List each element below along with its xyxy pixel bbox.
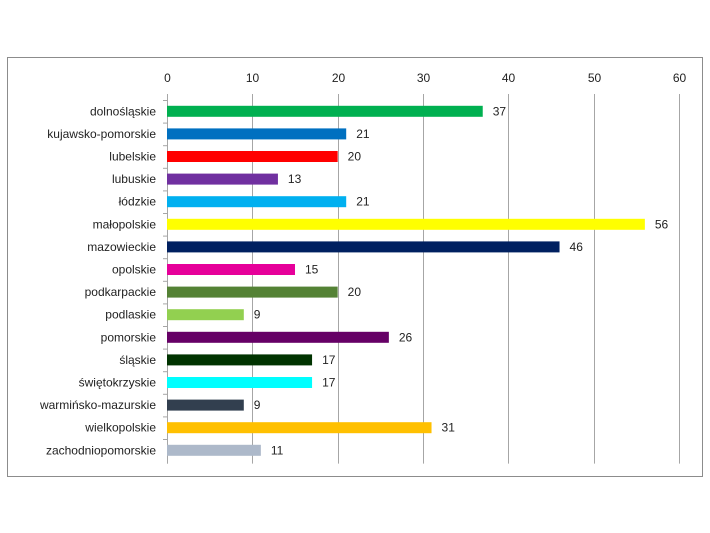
data-label: 21: [356, 127, 370, 141]
data-label: 21: [356, 195, 370, 209]
bar: [167, 286, 338, 298]
data-label: 17: [322, 376, 336, 390]
data-label: 26: [399, 330, 413, 344]
bar: [167, 264, 295, 275]
data-label: 20: [348, 285, 362, 299]
data-label: 13: [288, 172, 302, 186]
category-label: opolskie: [112, 263, 156, 277]
bar: [167, 399, 244, 411]
bar: [167, 444, 261, 456]
data-label: 56: [655, 217, 669, 231]
data-label: 37: [493, 104, 507, 118]
data-label: 9: [254, 398, 261, 412]
x-tick-label: 60: [673, 71, 687, 85]
category-label: świętokrzyskie: [79, 376, 157, 390]
category-label: lubuskie: [112, 172, 156, 186]
category-label: dolnośląskie: [90, 104, 156, 118]
category-label: zachodniopomorskie: [46, 443, 156, 457]
category-label: mazowieckie: [87, 240, 156, 254]
bar: [167, 422, 432, 434]
x-tick-label: 10: [246, 71, 260, 85]
data-label: 9: [254, 308, 261, 322]
category-label: śląskie: [119, 353, 156, 367]
data-label: 31: [442, 421, 456, 435]
category-label: łódzkie: [119, 195, 157, 209]
category-label: małopolskie: [93, 217, 157, 231]
bar: [167, 128, 347, 140]
bars: [167, 105, 645, 456]
x-tick-label: 50: [588, 71, 602, 85]
data-label: 20: [348, 150, 362, 164]
category-label: kujawsko-pomorskie: [47, 127, 156, 141]
chart-frame: 0 10 20 30 40 50 60 dolnośląskie kujawsko-pomor…: [7, 57, 703, 477]
bar-chart: 0 10 20 30 40 50 60 dolnośląskie kujawsko-pomor…: [39, 71, 686, 464]
data-labels: 37 21 20 13 21 56 46 15 20 9 26 17 17 9 31 11: [254, 104, 669, 457]
category-labels: dolnośląskie kujawsko-pomorskie lubelskie l…: [39, 104, 156, 457]
x-tick-label: 20: [332, 71, 346, 85]
category-label: lubelskie: [109, 150, 156, 164]
bar: [167, 196, 347, 208]
category-label: podlaskie: [105, 308, 156, 322]
data-label: 15: [305, 263, 319, 277]
data-label: 46: [570, 240, 584, 254]
x-tick-label: 0: [164, 71, 171, 85]
x-tick-label: 40: [502, 71, 516, 85]
bar: [167, 218, 645, 230]
category-label: wielkopolskie: [84, 421, 156, 435]
bar: [167, 151, 338, 162]
bar: [167, 331, 389, 343]
bar: [167, 173, 278, 185]
bar: [167, 241, 560, 253]
category-label: warmińsko-mazurskie: [39, 398, 156, 412]
data-label: 11: [271, 443, 284, 457]
bar: [167, 377, 313, 388]
x-tick-label: 30: [417, 71, 431, 85]
data-label: 17: [322, 353, 336, 367]
category-label: pomorskie: [101, 330, 157, 344]
x-axis-ticks: 0 10 20 30 40 50 60: [164, 71, 686, 85]
bar: [167, 309, 244, 321]
bar: [167, 105, 483, 117]
bar: [167, 354, 313, 366]
category-label: podkarpackie: [85, 285, 157, 299]
